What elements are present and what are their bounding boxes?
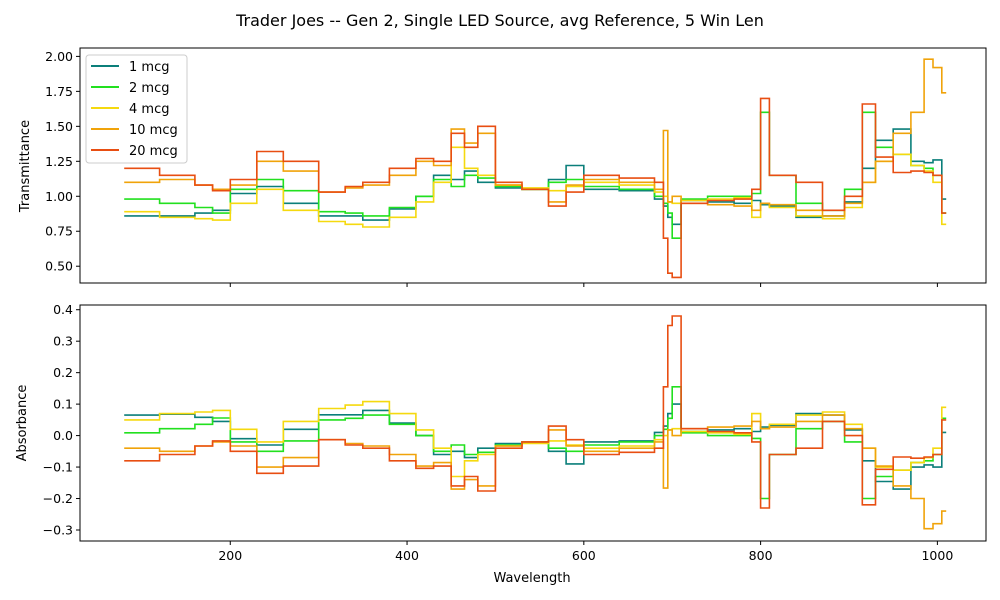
transmittance-y-tick-label: 0.75 (45, 224, 73, 239)
legend-label-4-mcg: 4 mcg (129, 102, 169, 117)
transmittance-y-ticks: 0.50 0.75 1.00 1.25 1.50 1.75 2.00 (45, 49, 80, 274)
absorbance-plot-area (124, 315, 947, 530)
transmittance-plot-area (124, 58, 947, 279)
legend-entry-2-mcg: 2 mcg (91, 81, 169, 96)
absorbance-series-20-mcg (124, 315, 947, 509)
transmittance-y-tick-label: 1.25 (45, 154, 73, 169)
transmittance-y-tick-label: 0.50 (45, 259, 73, 274)
absorbance-axes: −0.3 −0.2 −0.1 0.0 0.1 0.2 0.3 0.4 200 400 600 800… (15, 302, 987, 586)
absorbance-y-tick-label: 0.3 (53, 334, 73, 349)
transmittance-y-tick-label: 1.50 (45, 119, 73, 134)
absorbance-y-ticks: −0.3 −0.2 −0.1 0.0 0.1 0.2 0.3 0.4 (43, 302, 80, 537)
legend-frame (85, 54, 188, 164)
absorbance-y-axis-label: Absorbance (15, 385, 30, 462)
legend-entry-1-mcg: 1 mcg (91, 60, 169, 75)
transmittance-y-tick-label: 1.75 (45, 84, 73, 99)
absorbance-axes-frame (79, 304, 987, 542)
absorbance-y-tick-label: −0.2 (43, 491, 73, 506)
transmittance-y-tick-label: 2.00 (45, 49, 73, 64)
absorbance-y-tick-label: 0.4 (53, 302, 73, 317)
transmittance-y-axis-label: Transmittance (18, 120, 33, 213)
transmittance-y-tick-label: 1.00 (45, 189, 73, 204)
legend-entry-4-mcg: 4 mcg (91, 102, 169, 117)
absorbance-x-ticks: 200 400 600 800 1000 (218, 541, 953, 563)
legend-entry-10-mcg: 10 mcg (91, 123, 178, 138)
absorbance-x-tick-label: 600 (572, 548, 596, 563)
absorbance-y-tick-label: −0.3 (43, 522, 73, 537)
legend-label-1-mcg: 1 mcg (129, 60, 169, 75)
legend-label-10-mcg: 10 mcg (129, 123, 178, 138)
absorbance-x-axis-label: Wavelength (493, 571, 570, 586)
absorbance-y-tick-label: 0.0 (53, 428, 73, 443)
absorbance-y-tick-label: 0.2 (53, 365, 73, 380)
transmittance-axes: 0.50 0.75 1.00 1.25 1.50 1.75 2.00 Transmittan… (18, 47, 987, 287)
absorbance-x-tick-label: 1000 (921, 548, 953, 563)
legend: 1 mcg 2 mcg 4 mcg 10 mcg 20 mcg (85, 54, 188, 164)
absorbance-x-tick-label: 400 (395, 548, 419, 563)
absorbance-y-tick-label: 0.1 (53, 397, 73, 412)
absorbance-x-tick-label: 800 (749, 548, 773, 563)
legend-label-20-mcg: 20 mcg (129, 144, 178, 159)
legend-label-2-mcg: 2 mcg (129, 81, 169, 96)
figure-suptitle: Trader Joes -- Gen 2, Single LED Source,… (235, 11, 764, 30)
transmittance-x-ticks (229, 283, 938, 287)
transmittance-axes-frame (79, 47, 987, 284)
absorbance-y-tick-label: −0.1 (43, 460, 73, 475)
transmittance-series-20-mcg (124, 97, 947, 279)
legend-entry-20-mcg: 20 mcg (91, 144, 178, 159)
absorbance-x-tick-label: 200 (218, 548, 242, 563)
